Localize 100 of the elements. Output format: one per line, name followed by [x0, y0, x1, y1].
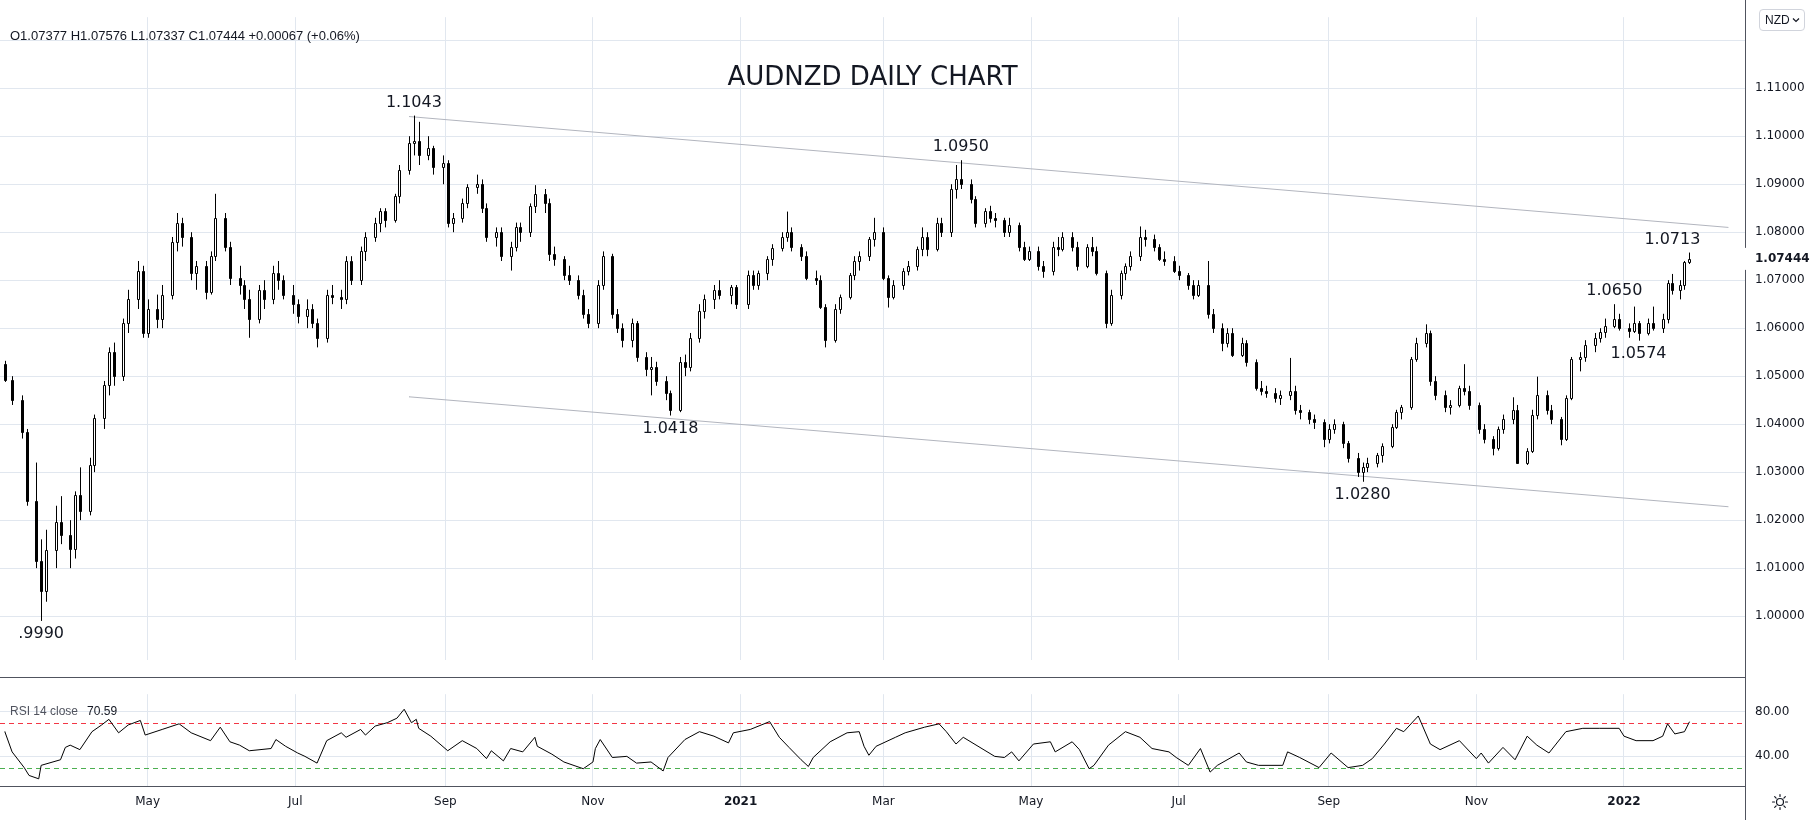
candlestick — [1037, 246, 1040, 272]
candlestick — [587, 308, 590, 329]
candlestick — [461, 198, 464, 224]
x-tick-label: May — [1018, 794, 1044, 809]
candlestick — [1095, 246, 1098, 276]
candlestick — [1683, 260, 1686, 291]
candlestick — [921, 226, 924, 257]
x-tick-label: Jul — [1170, 794, 1186, 809]
candlestick — [563, 255, 566, 281]
candlestick — [1212, 308, 1215, 334]
candlestick — [616, 308, 619, 334]
candlestick — [413, 115, 416, 156]
x-tick-label: May — [135, 794, 161, 809]
candlestick — [1362, 462, 1365, 483]
candlestick — [306, 298, 309, 329]
candlestick — [1633, 306, 1636, 334]
x-tick-label: Sep — [1317, 794, 1341, 809]
candlestick — [1638, 320, 1641, 342]
y-tick-label: 1.06000 — [1755, 320, 1805, 335]
x-tick-label: 2021 — [723, 794, 758, 809]
candlestick — [113, 342, 116, 387]
x-tick-label: Jul — [287, 794, 303, 809]
y-tick-label: 1.02000 — [1755, 512, 1805, 527]
candlestick — [1120, 270, 1123, 300]
candlestick — [1604, 318, 1607, 339]
candlestick — [713, 284, 716, 310]
candlestick — [1052, 241, 1055, 276]
x-tick-label: Sep — [434, 794, 457, 809]
candlestick — [510, 241, 513, 272]
y-tick-label: 1.10000 — [1755, 128, 1805, 143]
candlestick — [568, 265, 571, 286]
candlestick — [277, 260, 280, 291]
y-tick-label: 1.04000 — [1755, 416, 1805, 431]
candlestick — [60, 495, 63, 545]
candlestick — [1478, 402, 1481, 435]
candlestick — [858, 250, 861, 272]
annotation: 1.0650 — [1586, 280, 1643, 300]
x-tick-label: Nov — [581, 794, 605, 809]
candlestick — [374, 217, 377, 243]
candlestick — [887, 274, 890, 309]
text: O1.07377 H1.07576 L1.07337 C1.07444 +0.00067 (+0.06%) — [10, 27, 360, 43]
x-tick-label: Mar — [872, 794, 895, 809]
candlestick — [1057, 236, 1060, 257]
candlestick — [156, 294, 159, 329]
candlestick — [282, 274, 285, 300]
candlestick — [1245, 339, 1248, 368]
candlestick — [500, 226, 503, 262]
y-tick-label: 40.00 — [1755, 748, 1790, 763]
y-tick-label: 1.03000 — [1755, 464, 1805, 479]
candlestick — [181, 217, 184, 248]
candlestick — [650, 356, 653, 396]
annotation: 1.0950 — [932, 136, 989, 156]
candlestick — [350, 255, 353, 286]
text: AUDNZD DAILY CHART — [727, 60, 1018, 91]
candlestick — [1018, 222, 1021, 252]
candlestick — [515, 222, 518, 252]
candlestick — [718, 279, 721, 300]
candlestick — [1579, 351, 1582, 372]
candlestick — [839, 294, 842, 315]
candlestick — [757, 270, 760, 291]
candlestick — [1328, 423, 1331, 444]
y-tick-label: 1.00000 — [1755, 608, 1805, 623]
candlestick — [1463, 363, 1466, 396]
candlestick — [703, 294, 706, 320]
dropdown-button: NZD — [1759, 9, 1805, 31]
candlestick — [4, 360, 7, 383]
candlestick — [781, 231, 784, 252]
candlestick — [1560, 416, 1563, 446]
candlestick — [730, 284, 733, 305]
candlestick — [960, 159, 963, 190]
candlestick — [766, 255, 769, 281]
candlestick — [1003, 217, 1006, 238]
candlestick — [1415, 337, 1418, 363]
y-tick-label: 1.07000 — [1755, 272, 1805, 287]
candlestick — [655, 361, 658, 387]
candlestick — [1468, 385, 1471, 411]
x-tick-label: Nov — [1464, 794, 1489, 809]
candlestick — [452, 212, 455, 233]
annotation: .9990 — [18, 623, 65, 643]
candlestick — [243, 279, 246, 310]
candlestick — [195, 260, 198, 291]
candlestick — [161, 284, 164, 329]
candlestick — [248, 289, 251, 339]
candlestick — [442, 154, 445, 185]
candlestick — [1502, 414, 1505, 435]
y-tick-label: 1.09000 — [1755, 176, 1805, 191]
candlestick — [1076, 241, 1079, 272]
annotation: 1.0280 — [1334, 483, 1391, 503]
candlestick — [1546, 390, 1549, 416]
candlestick — [79, 466, 82, 521]
candlestick — [1483, 423, 1486, 444]
annotation: 70.59 — [87, 703, 118, 718]
candlestick — [1434, 375, 1437, 401]
candlestick — [466, 183, 469, 209]
candlestick — [1129, 250, 1132, 272]
candlestick — [1652, 306, 1655, 332]
candlestick — [1347, 440, 1350, 464]
candlestick — [1192, 279, 1195, 300]
candlestick — [873, 217, 876, 248]
candlestick — [432, 145, 435, 176]
